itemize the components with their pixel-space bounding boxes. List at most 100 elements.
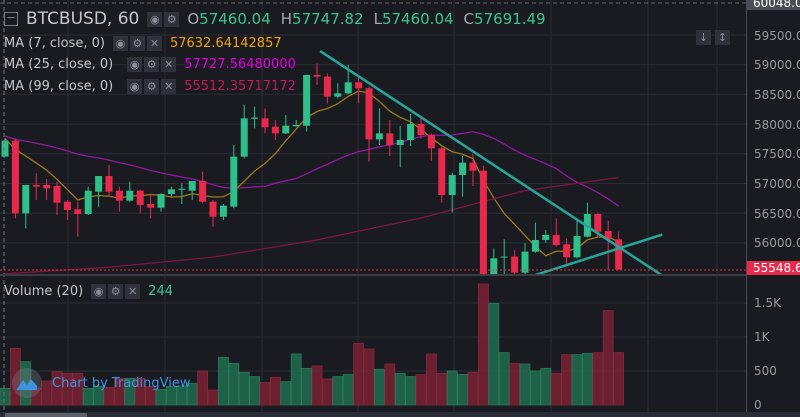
volume-bar [540,367,552,406]
volume-bar [602,310,614,406]
volume-tick: 1.5K [754,296,781,310]
candle-body [521,251,529,273]
close-icon[interactable]: ✕ [146,36,162,51]
volume-bar [446,370,458,406]
trendline [319,49,663,274]
eye-icon[interactable]: ◉ [127,79,143,94]
volume-bar [467,371,479,406]
collapse-legend-icon[interactable]: − [4,12,18,26]
volume-legend: Volume (20) ◉ ⚙ ✕ 244 [4,284,173,299]
volume-bar [342,373,354,406]
candle-body [95,176,103,192]
candle-body [334,93,342,97]
candle-body [282,125,290,134]
candle-body [427,135,435,149]
candle-body [355,82,363,89]
candle-body [563,244,571,258]
close-icon[interactable]: ✕ [161,79,177,94]
volume-bars [0,283,624,406]
candle-body [105,176,113,192]
volume-bar [519,363,531,406]
ma7-line [4,90,619,257]
candle-body [11,140,19,214]
volume-bar [311,365,323,406]
close-icon[interactable]: ✕ [161,57,177,72]
candle-body [74,209,82,215]
ma99-legend: MA (99, close, 0) ◉ ⚙ ✕ 55512.35717172 [4,79,296,94]
volume-bar [93,386,104,406]
candle-body [271,126,279,134]
volume-bar [332,376,344,406]
candle-body [22,184,30,214]
moving-average-lines [4,90,619,274]
candle-body [43,184,51,189]
candle-body [126,190,134,201]
scroll-to-end-icon[interactable]: ↓ [696,30,711,45]
volume-bar [582,352,593,406]
tradingview-logo-icon [12,368,42,398]
scale-buttons: ↓ ↕ [696,30,730,45]
price-tick: 59000.00 [754,58,800,72]
volume-bar [488,302,500,406]
candle-body [552,234,560,246]
volume-bar [405,376,417,406]
candle-body [230,156,238,207]
candle-body [147,203,155,208]
candles [1,63,623,274]
candle-body [303,74,311,126]
candle-body [219,205,227,217]
candle-body [375,133,383,140]
gear-icon[interactable]: ⚙ [108,284,124,299]
volume-bar [238,371,250,406]
price-tick: 58000.00 [754,118,800,132]
volume-bar [41,380,52,406]
candle-body [136,190,144,206]
ohlc-high: H57747.82 [280,10,364,28]
volume-bar [165,386,177,406]
candle-body [63,201,71,210]
last-price-tag: 55548.65 [747,261,800,275]
volume-bar [269,376,281,406]
gear-icon[interactable]: ⚙ [129,36,145,51]
eye-icon[interactable]: ◉ [112,36,128,51]
price-tick: 57000.00 [754,177,800,191]
candle-body [511,256,519,273]
tradingview-watermark[interactable]: Chart by TradingView [12,368,190,398]
volume-bar [425,353,437,406]
volume-bar [530,370,541,406]
volume-bar [321,378,333,406]
volume-bar [280,381,292,406]
price-tick: 56500.00 [754,207,800,221]
eye-icon[interactable]: ◉ [127,57,143,72]
candle-body [84,190,92,215]
eye-icon[interactable]: ◉ [147,11,163,27]
candle-body [115,190,123,201]
volume-bar [114,377,125,406]
close-icon[interactable]: ✕ [125,284,141,299]
volume-bar [301,367,313,406]
gear-icon[interactable]: ⚙ [144,79,160,94]
trendlines[interactable] [319,49,663,277]
volume-bar [290,353,302,406]
candle-body [157,194,165,208]
candle-body [479,170,487,274]
candle-body [292,124,300,127]
time-scrollbar[interactable] [0,412,800,417]
candle-body [209,201,217,217]
gear-icon[interactable]: ⚙ [144,57,160,72]
volume-bar [259,382,271,406]
price-tick: 56000.00 [754,236,800,250]
time-scrollbar-thumb[interactable] [5,413,87,417]
symbol-legend: − BTCBUSD, 60 ◉ ⚙ O57460.04 H57747.82 L57… [4,9,556,29]
volume-bar [561,354,572,406]
auto-scale-icon[interactable]: ↕ [715,30,730,45]
trendline [534,233,663,274]
eye-icon[interactable]: ◉ [91,284,107,299]
volume-bar [217,356,229,406]
candle-body [167,189,175,195]
gear-icon[interactable]: ⚙ [164,11,180,27]
grid [0,0,746,412]
volume-bar [613,352,624,406]
candle-body [240,118,248,157]
